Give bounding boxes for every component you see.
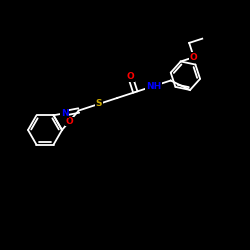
Text: O: O xyxy=(65,117,73,126)
Text: O: O xyxy=(126,72,134,82)
Text: N: N xyxy=(61,109,68,118)
Text: NH: NH xyxy=(146,82,161,90)
Text: O: O xyxy=(190,53,198,62)
Text: S: S xyxy=(96,100,102,108)
